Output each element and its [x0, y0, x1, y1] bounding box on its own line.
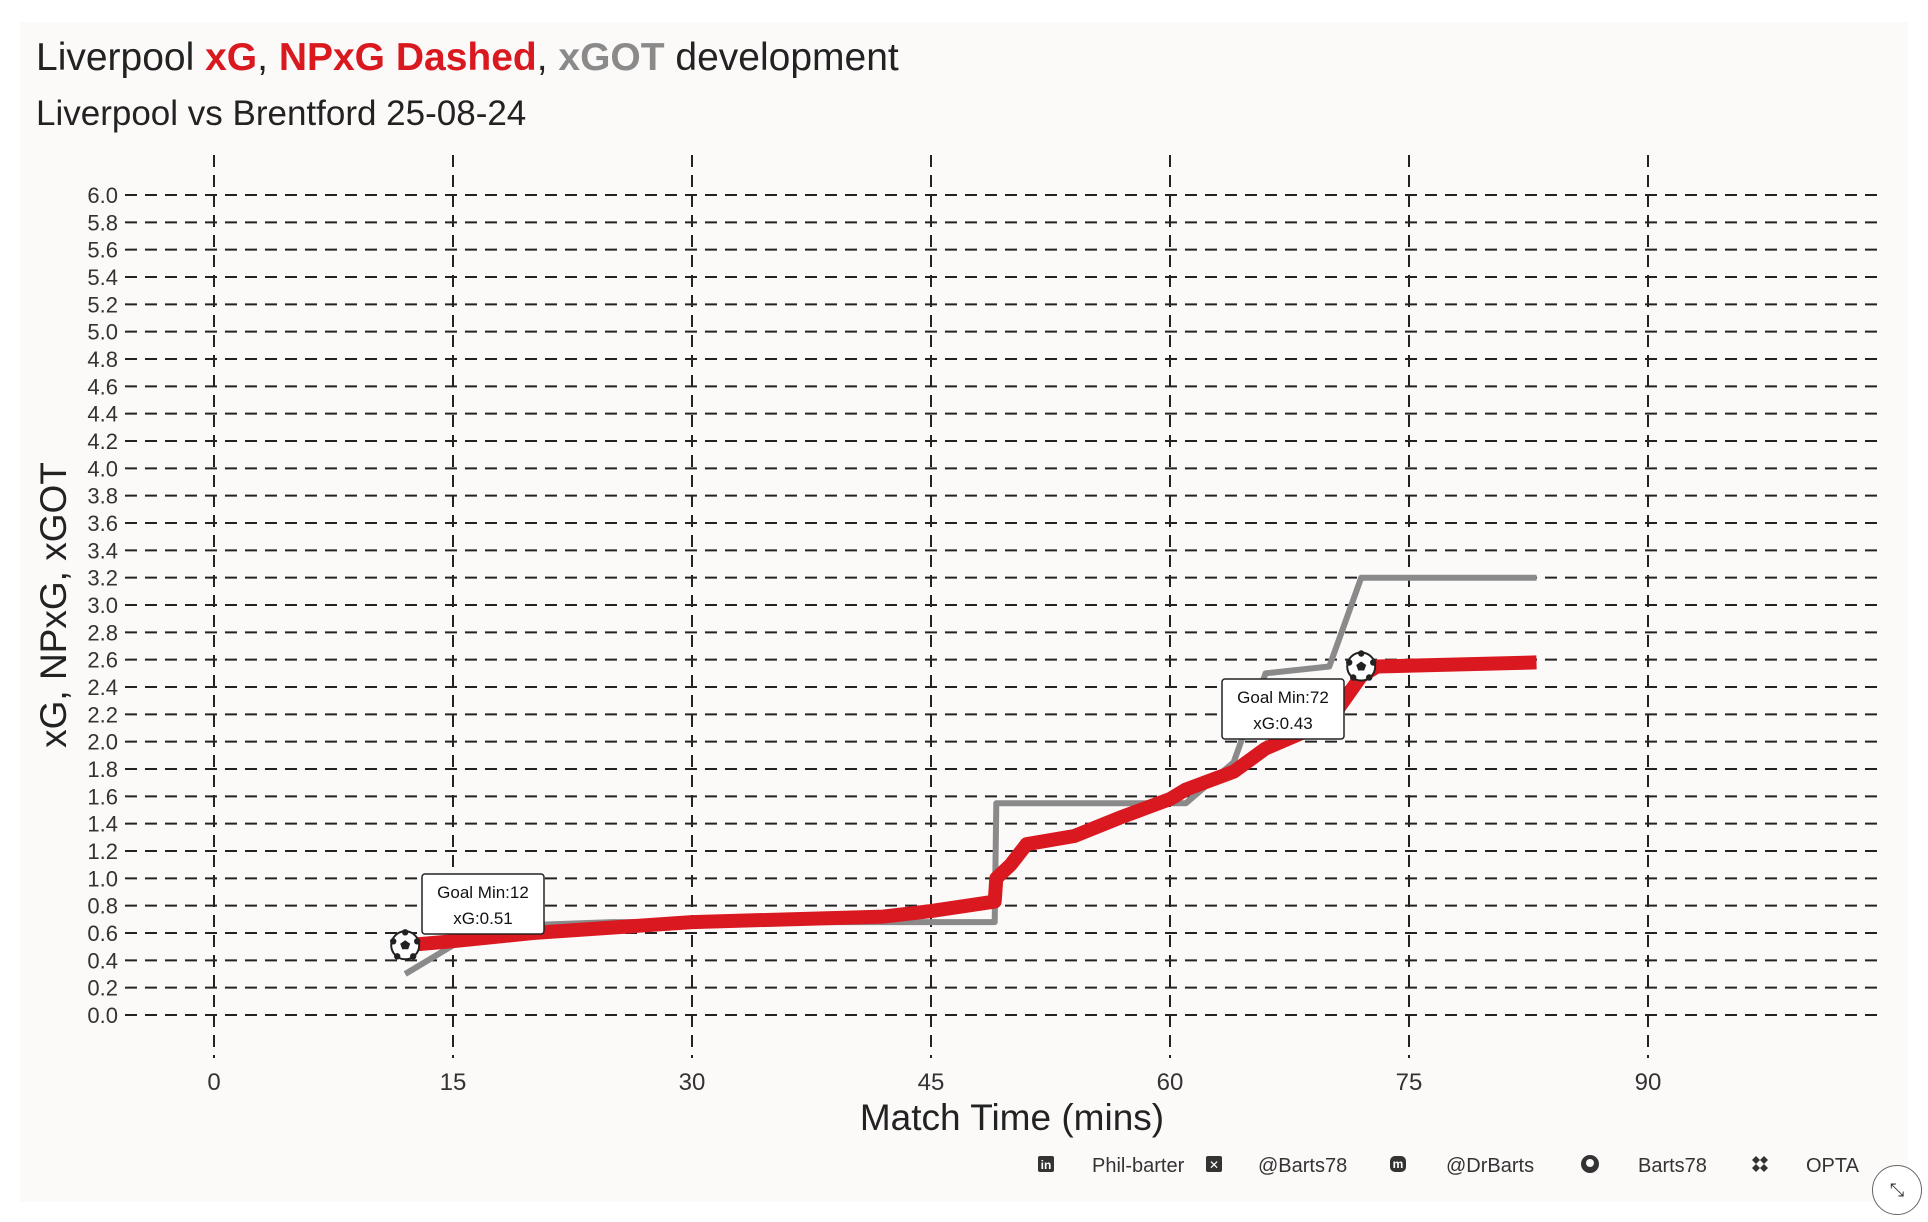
annotation-box: [421, 873, 545, 935]
title-part-5: xGOT: [558, 36, 664, 79]
y-tick-label: 4.8: [87, 347, 118, 372]
annotation-box: [1221, 678, 1345, 740]
y-tick-label: 2.6: [87, 648, 118, 673]
title-part-6: development: [665, 36, 899, 79]
linkedin-icon: in: [1038, 1156, 1054, 1172]
icon-shape: [1760, 1164, 1768, 1172]
series-line-0: [404, 655, 1537, 953]
chart-panel: [20, 22, 1908, 1202]
expand-icon: ⤡: [1889, 1179, 1905, 1201]
dropbox-icon: [1752, 1156, 1768, 1172]
footer-label: @DrBarts: [1446, 1155, 1534, 1177]
title-part-2: ,: [257, 36, 279, 79]
icon-shape: [1760, 1156, 1768, 1164]
footer-label: Phil-barter: [1092, 1155, 1185, 1177]
expand-button[interactable]: ⤡: [1872, 1165, 1922, 1215]
github-icon: [1581, 1155, 1599, 1173]
icon-shape: [1752, 1156, 1760, 1164]
football-patch: [1346, 659, 1353, 666]
icon-shape: [1206, 1156, 1222, 1172]
y-tick-label: 4.6: [87, 374, 118, 399]
icon-shape: [1586, 1159, 1594, 1167]
footer-label: Barts78: [1638, 1155, 1707, 1177]
y-tick-label: 4.2: [87, 429, 118, 454]
chart-subtitle: Liverpool vs Brentford 25-08-24: [36, 94, 526, 133]
x-tick-label: 30: [679, 1069, 706, 1096]
annotation-line1: Goal Min:12: [437, 883, 529, 902]
football-patch: [1356, 661, 1367, 671]
football-patch: [394, 953, 401, 960]
football-icon: [390, 929, 421, 961]
y-tick-label: 3.8: [87, 484, 118, 509]
y-tick-label: 5.2: [87, 292, 118, 317]
y-tick-label: 1.8: [87, 757, 118, 782]
y-tick-label: 5.0: [87, 320, 118, 345]
y-tick-label: 3.6: [87, 511, 118, 536]
x-tick-label: 15: [440, 1069, 467, 1096]
y-tick-label: 0.0: [87, 1003, 118, 1028]
x-tick-label: 90: [1635, 1069, 1662, 1096]
football-patch: [414, 938, 421, 945]
y-tick-label: 5.8: [87, 210, 118, 235]
y-tick-label: 2.4: [87, 675, 118, 700]
icon-glyph: in: [1041, 1158, 1052, 1172]
y-axis-label: xG, NPxG, xGOT: [33, 462, 74, 748]
x-axis-label: Match Time (mins): [860, 1097, 1164, 1138]
football-patch: [1366, 674, 1373, 681]
y-tick-label: 1.2: [87, 839, 118, 864]
football-patch: [390, 938, 397, 945]
y-tick-label: 4.4: [87, 402, 118, 427]
icon-shape: [1038, 1156, 1054, 1172]
icon-shape: [1390, 1156, 1406, 1172]
annotation-line2: xG:0.51: [453, 909, 513, 928]
title-part-4: ,: [537, 36, 559, 79]
footer-label: @Barts78: [1258, 1155, 1347, 1177]
goal-annotation: Goal Min:72 xG:0.43: [1221, 678, 1345, 740]
y-tick-label: 2.2: [87, 702, 118, 727]
x-tick-label: 45: [918, 1069, 945, 1096]
y-tick-label: 6.0: [87, 183, 118, 208]
y-tick-label: 0.2: [87, 976, 118, 1001]
y-tick-label: 0.6: [87, 921, 118, 946]
footer-label: OPTA: [1806, 1155, 1860, 1177]
x-tick-label: 75: [1396, 1069, 1423, 1096]
y-tick-label: 3.2: [87, 566, 118, 591]
x-tick-label: 0: [207, 1069, 220, 1096]
football-patch: [1358, 650, 1365, 657]
y-tick-label: 5.6: [87, 238, 118, 263]
y-tick-label: 1.4: [87, 812, 118, 837]
football-icon: [1346, 650, 1377, 682]
title-part-0: Liverpool: [36, 36, 205, 79]
annotation-line2: xG:0.43: [1253, 714, 1313, 733]
football-patch: [400, 940, 411, 950]
y-tick-label: 1.6: [87, 784, 118, 809]
chart-title: Liverpool xG, NPxG Dashed, xGOT developm…: [36, 36, 899, 79]
title-part-3: NPxG Dashed: [279, 36, 537, 79]
goal-annotation: Goal Min:12 xG:0.51: [421, 873, 545, 935]
title-part-1: xG: [205, 36, 257, 79]
icon-shape: [1752, 1164, 1760, 1172]
y-tick-label: 5.4: [87, 265, 118, 290]
football-patch: [1350, 674, 1357, 681]
y-tick-label: 3.4: [87, 538, 118, 563]
football-patch: [402, 929, 409, 936]
icon-glyph: ✕: [1209, 1158, 1219, 1172]
y-tick-label: 2.0: [87, 730, 118, 755]
y-tick-label: 3.0: [87, 593, 118, 618]
y-tick-label: 0.8: [87, 894, 118, 919]
y-tick-label: 2.8: [87, 620, 118, 645]
annotation-line1: Goal Min:72: [1237, 688, 1329, 707]
football-patch: [1370, 659, 1377, 666]
y-tick-label: 4.0: [87, 456, 118, 481]
icon-glyph: m: [1393, 1157, 1404, 1171]
series-line-1: [403, 574, 1537, 977]
mastodon-icon: m: [1390, 1156, 1406, 1172]
y-tick-label: 1.0: [87, 866, 118, 891]
x-twitter-icon: ✕: [1206, 1156, 1222, 1172]
football-patch: [410, 953, 417, 960]
x-tick-label: 60: [1157, 1069, 1184, 1096]
y-tick-label: 0.4: [87, 948, 118, 973]
